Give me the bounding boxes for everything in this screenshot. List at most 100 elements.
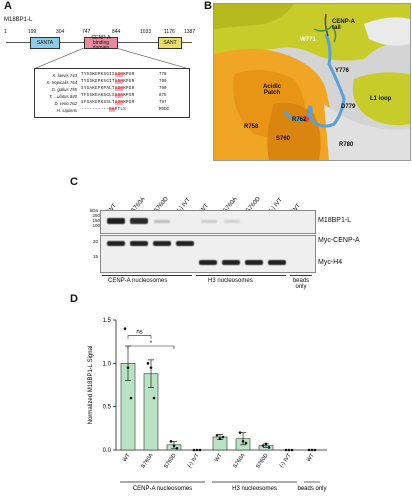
data-point <box>221 435 225 439</box>
group-label: CENP-A nucleosomes <box>133 486 192 492</box>
species-name: G. gallus 755 <box>51 87 77 92</box>
sequence-end: 790 <box>159 87 167 91</box>
panel-a-letter: A <box>4 0 12 12</box>
sequence-alignment: X. laevis 743 TYSSKEPKSGISSDRKPGR 778 X. tr… <box>34 68 190 118</box>
data-point <box>218 437 222 441</box>
band <box>245 260 263 265</box>
data-point <box>129 396 133 400</box>
sig-bracket <box>127 345 175 349</box>
santa-domain: SANTA <box>30 37 60 49</box>
pos-844: 844 <box>112 29 121 35</box>
protein-name: M18BP1-L <box>4 17 33 23</box>
label-y776: Y776 <box>335 68 350 74</box>
x-tick-label: WT <box>122 452 132 463</box>
label-l1-loop: L1 loop <box>370 96 392 102</box>
sequence: TFSSKEAKSGLSSDRKPGR <box>81 94 135 98</box>
pos-199: 199 <box>28 29 37 35</box>
label-s760: S760 <box>276 136 291 142</box>
data-point <box>195 448 199 452</box>
x-tick-label: S760D <box>163 453 178 470</box>
sequence: TYSSKEPKSGISSDRKPGR <box>81 73 135 77</box>
panel-c-letter: C <box>70 176 78 188</box>
x-tick-label: (-) IVT <box>187 452 201 469</box>
alignment-row: H. sapiens ----------RKPTLS PDDG <box>35 108 189 115</box>
sig-label: ns <box>136 330 142 336</box>
panel-b-letter: B <box>204 0 212 12</box>
alignment-row: X. laevis 743 TYSSKEPKSGISSDRKPGR 778 <box>35 73 189 80</box>
data-point <box>146 362 150 365</box>
band <box>130 241 148 246</box>
band <box>107 218 125 224</box>
mw-150: 150 <box>92 218 100 223</box>
sequence-end: 799 <box>159 80 167 84</box>
species-name: H. sapiens <box>56 108 77 113</box>
pos-1387: 1387 <box>184 29 196 35</box>
data-point <box>267 446 271 449</box>
pos-304: 304 <box>56 29 65 35</box>
sequence: SFSAKEPKSSLTSDRKPGR <box>81 101 135 105</box>
data-point <box>123 327 127 330</box>
sequence: SYSAKEPKPALTSDRKPGR <box>81 87 135 91</box>
alignment-row: D. rerio 762 SFSAKEPKSSLTSDRKPGR 797 <box>35 101 189 108</box>
label-r780: R780 <box>339 142 354 148</box>
data-point <box>238 431 242 434</box>
label-r758: R758 <box>244 124 259 130</box>
blot-label-cenpa: Myc-CENP-A <box>318 237 360 244</box>
x-tick-label: S760D <box>255 453 270 470</box>
band <box>222 260 240 265</box>
zoom-lines <box>35 48 187 69</box>
blot-histones <box>100 235 316 273</box>
label-d779: D779 <box>341 104 356 110</box>
alignment-row: T. ...ulatus 840 TFSSKEAKSGLSSDRKPGR 875 <box>35 94 189 101</box>
sequence: ----------RKPTLS <box>81 108 127 112</box>
band <box>224 220 240 223</box>
group-label: H3 nucleosomes <box>232 486 277 492</box>
data-point <box>215 433 219 437</box>
alignment-row: G. gallus 755 SYSAKEPKPALTSDRKPGR 790 <box>35 87 189 94</box>
sequence-end: PDDG <box>159 108 170 112</box>
sant-domain: SANT <box>158 37 182 49</box>
label-acidic-patch: Acidic Patch <box>262 84 281 96</box>
data-point <box>307 448 311 452</box>
group-bracket <box>290 275 312 276</box>
data-point <box>126 366 130 369</box>
group-label-beads: beads only <box>292 278 310 290</box>
blot-label-m18bp1: M18BP1-L <box>318 217 352 224</box>
x-tick-label: S760A <box>232 452 247 469</box>
mw-20: 20 <box>92 239 98 244</box>
band <box>107 241 125 246</box>
label-w771: W771 <box>300 37 316 43</box>
data-point <box>290 448 294 452</box>
group-bracket <box>102 275 192 276</box>
sequence-end: 875 <box>159 94 167 98</box>
data-point <box>310 448 314 452</box>
cenpa-binding-domain: CENP-A binding domain <box>84 35 118 50</box>
structure-image: CENP-A tail W771 Y776 Acidic Patch L1 lo… <box>213 3 411 161</box>
y-tick-label: 1.5 <box>103 318 112 324</box>
data-point <box>284 448 288 452</box>
sequence: TYSSKEPKSGITSDRKPGR <box>81 80 135 84</box>
species-name: X. tropicalis 764 <box>46 80 77 85</box>
band <box>201 220 217 223</box>
species-name: X. laevis 743 <box>52 73 77 78</box>
label-r762: R762 <box>292 117 307 123</box>
sequence-end: 797 <box>159 101 167 105</box>
bar-chart: 0.0 0.5 1.0 1.5 Normalized M18BP1-L Signal WT… <box>88 318 327 492</box>
blot-m18bp1 <box>100 210 316 234</box>
sequence-end: 778 <box>159 73 167 77</box>
x-tick-label: WT <box>214 452 224 463</box>
panel-d-letter: D <box>70 293 78 305</box>
label-cenpa-tail: CENP-A tail <box>332 19 355 31</box>
band <box>153 241 171 246</box>
data-point <box>152 396 156 400</box>
sig-label: * <box>150 341 153 347</box>
x-tick-label: S760A <box>140 452 155 469</box>
band <box>130 218 148 224</box>
data-point <box>241 440 245 443</box>
kda-label: kDa <box>90 208 99 213</box>
y-tick-label: 1.0 <box>103 361 112 367</box>
data-point <box>149 366 153 369</box>
group-label-cenpa: CENP-A nucleosomes <box>108 278 168 284</box>
data-point <box>192 448 196 452</box>
pos-1033: 1033 <box>140 29 152 35</box>
